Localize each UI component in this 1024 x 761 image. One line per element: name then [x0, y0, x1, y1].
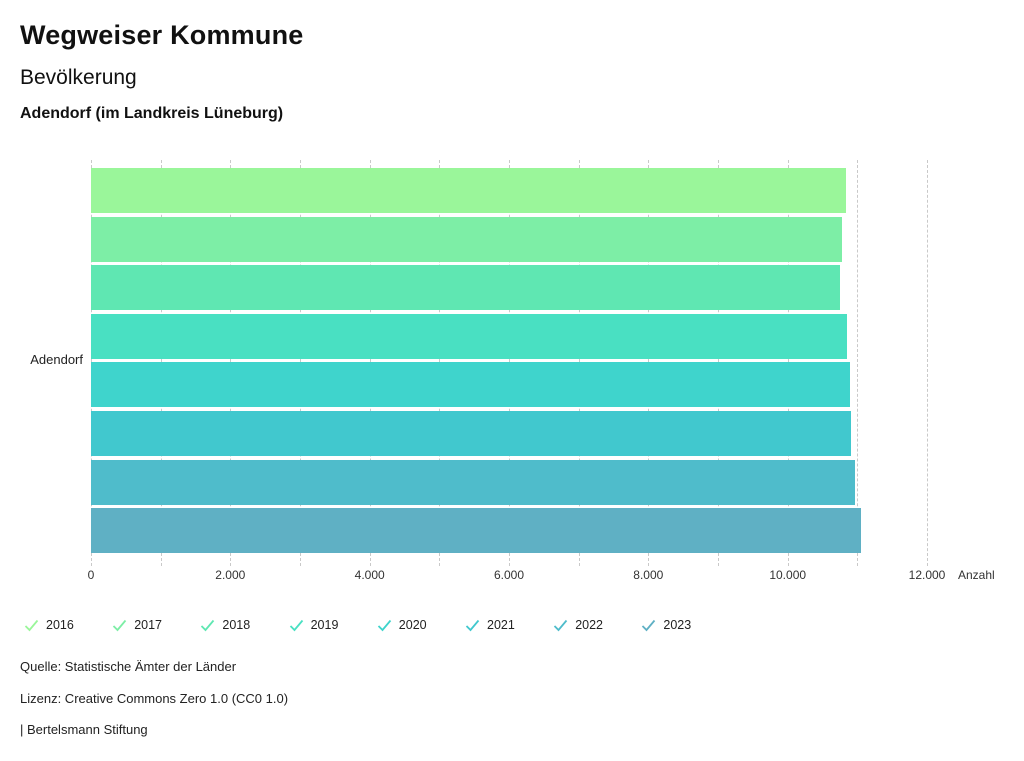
- checkmark-icon: [113, 619, 127, 631]
- legend-item-2016[interactable]: 2016: [24, 618, 74, 632]
- bar-2023[interactable]: [91, 508, 861, 554]
- plot-area: [91, 160, 928, 566]
- x-tick-label: 2.000: [215, 568, 246, 582]
- checkmark-icon: [642, 619, 656, 631]
- legend-item-2021[interactable]: 2021: [465, 618, 515, 632]
- legend-item-2022[interactable]: 2022: [553, 618, 603, 632]
- gridline: [927, 160, 928, 566]
- legend-item-2020[interactable]: 2020: [377, 618, 427, 632]
- legend-year-label: 2020: [398, 618, 427, 632]
- bar-2020[interactable]: [91, 362, 850, 408]
- x-tick-label: 6.000: [493, 568, 525, 582]
- bar-2018[interactable]: [91, 265, 840, 311]
- source-text: Quelle: Statistische Ämter der Länder: [20, 659, 237, 674]
- legend-year-label: 2017: [134, 618, 162, 632]
- legend-item-2019[interactable]: 2019: [289, 618, 339, 632]
- legend-year-label: 2019: [310, 618, 339, 632]
- checkmark-icon: [554, 619, 568, 631]
- legend-year-label: 2016: [46, 618, 74, 632]
- checkmark-icon: [289, 619, 303, 631]
- bar-2019[interactable]: [91, 313, 847, 359]
- x-axis-unit-label: Anzahl: [958, 568, 995, 582]
- license-text: Lizenz: Creative Commons Zero 1.0 (CC0 1…: [20, 691, 289, 706]
- chart-title: Bevölkerung: [20, 66, 137, 89]
- legend-item-2018[interactable]: 2018: [200, 618, 250, 632]
- legend-year-label: 2018: [222, 618, 251, 632]
- page-title: Wegweiser Kommune: [20, 20, 304, 50]
- gridline: [857, 160, 859, 566]
- x-tick-label: 4.000: [354, 568, 385, 582]
- y-axis-category-label: Adendorf: [30, 352, 83, 367]
- legend-year-label: 2022: [575, 618, 603, 632]
- checkmark-icon: [201, 619, 215, 631]
- x-tick-label: 8.000: [633, 568, 664, 582]
- legend-item-2017[interactable]: 2017: [112, 618, 162, 632]
- chart-subtitle-location: Adendorf (im Landkreis Lüneburg): [20, 105, 284, 122]
- x-tick-label: 12.000: [908, 568, 946, 582]
- bar-2022[interactable]: [91, 459, 855, 505]
- bar-2016[interactable]: [91, 168, 846, 213]
- x-tick-label: 0: [87, 568, 95, 582]
- checkmark-icon: [24, 619, 39, 631]
- x-tick-label: 10.000: [769, 568, 807, 582]
- chart-legend: 2016 2017 2018 2019 2020 2021 2022 2023: [0, 618, 1024, 638]
- checkmark-icon: [465, 619, 480, 631]
- legend-item-2023[interactable]: 2023: [641, 618, 691, 632]
- checkmark-icon: [377, 619, 391, 631]
- bar-2021[interactable]: [91, 411, 852, 456]
- legend-year-label: 2023: [663, 618, 692, 632]
- legend-year-label: 2021: [487, 618, 515, 632]
- attribution-text: | Bertelsmann Stiftung: [20, 722, 148, 737]
- bar-2017[interactable]: [91, 216, 842, 262]
